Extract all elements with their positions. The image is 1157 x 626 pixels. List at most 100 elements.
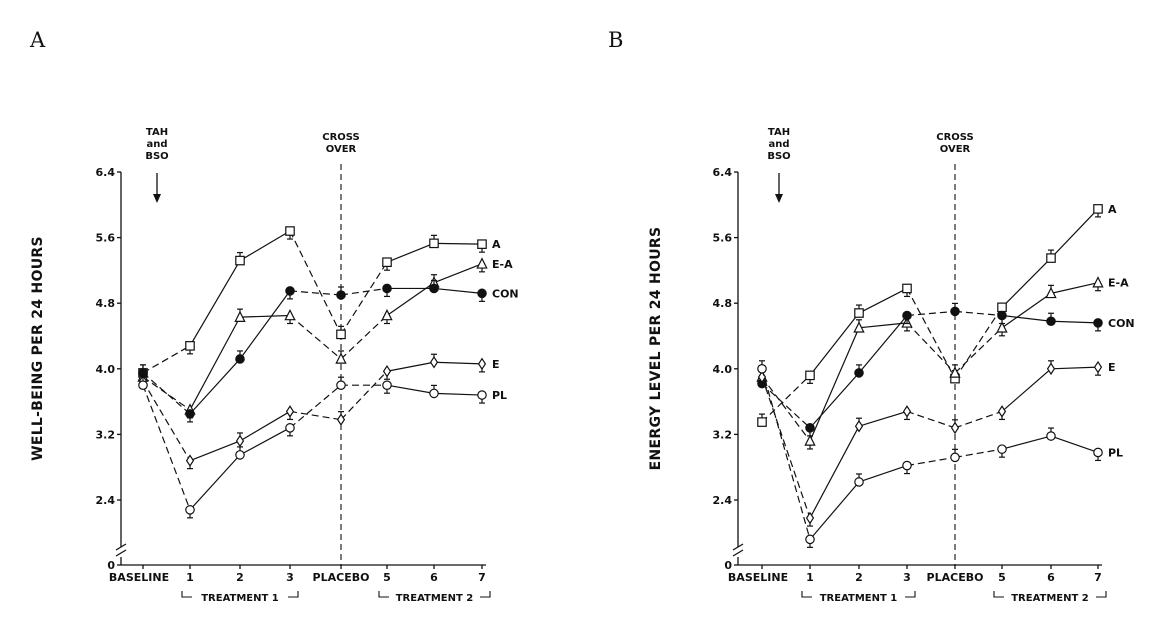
data-point — [335, 352, 347, 364]
surgery-annotation-line: BSO — [767, 151, 790, 162]
y-tick-label: 5.6 — [96, 232, 116, 245]
data-point — [381, 308, 393, 321]
data-point — [234, 310, 246, 322]
series-segment — [386, 361, 435, 372]
series-segment — [809, 481, 860, 540]
panel-letter: A — [29, 28, 46, 52]
data-point — [1046, 316, 1056, 327]
y-tick-label: 4.8 — [96, 297, 116, 310]
treatment2-label: TREATMENT 2 — [1011, 593, 1089, 604]
y-tick-label: 0 — [724, 559, 732, 572]
y-axis-label: ENERGY LEVEL PER 24 HOURS — [648, 227, 664, 471]
data-point — [1093, 447, 1103, 458]
data-point — [757, 363, 767, 374]
panel-letter: B — [608, 28, 623, 52]
surgery-annotation-line: BSO — [145, 151, 168, 162]
data-point — [950, 306, 960, 317]
x-tick-label: BASELINE — [728, 571, 788, 584]
series-segment — [433, 361, 483, 365]
data-point — [285, 286, 295, 296]
x-tick-label: 1 — [186, 571, 194, 584]
data-point — [336, 329, 346, 340]
data-point — [382, 283, 392, 294]
x-tick-label: PLACEBO — [927, 571, 984, 584]
series-label: PL — [492, 389, 507, 402]
x-tick-label: 2 — [855, 571, 863, 584]
data-point — [477, 239, 487, 249]
series-segment — [954, 310, 1003, 317]
data-point — [235, 255, 245, 266]
y-tick-label: 4.8 — [713, 297, 733, 310]
series-con: CON — [138, 279, 519, 423]
data-point — [805, 423, 815, 433]
crossover-annotation-line: OVER — [940, 144, 971, 155]
data-point — [757, 417, 767, 427]
data-point — [854, 419, 864, 433]
series-segment — [906, 288, 956, 379]
data-point — [382, 380, 392, 390]
series-segment — [386, 282, 435, 316]
series-segment — [239, 314, 291, 318]
y-tick-label: 5.6 — [713, 232, 733, 245]
surgery-annotation-line: and — [146, 139, 167, 150]
data-point — [235, 434, 245, 448]
data-point — [805, 370, 815, 381]
data-point — [1093, 204, 1103, 214]
axis-break-mark — [732, 543, 744, 551]
data-point — [804, 434, 816, 446]
surgery-annotation-line: TAH — [146, 127, 168, 138]
series-a: A — [138, 226, 501, 378]
axis-break-mark — [115, 549, 127, 557]
data-point — [805, 534, 815, 545]
series-label: A — [1108, 203, 1117, 216]
series-segment — [189, 316, 241, 411]
series-segment — [858, 315, 908, 374]
series-segment — [340, 287, 388, 296]
series-e: E — [757, 360, 1116, 527]
data-point — [854, 477, 864, 487]
series-segment — [289, 315, 342, 360]
y-tick-label: 6.4 — [96, 166, 116, 179]
data-point — [1093, 318, 1103, 328]
data-point — [1046, 431, 1056, 441]
data-point — [1092, 276, 1104, 288]
x-tick-label: 3 — [903, 571, 911, 584]
series-label: A — [492, 238, 501, 251]
data-point — [902, 310, 912, 321]
series-segment — [189, 260, 241, 347]
y-tick-label: 3.2 — [96, 428, 116, 441]
data-point — [805, 511, 815, 525]
treatment2-bracket-right — [480, 591, 491, 598]
treatment2-bracket-left — [378, 591, 389, 598]
series-segment — [1050, 366, 1099, 370]
y-tick-label: 4.0 — [713, 363, 733, 376]
data-point — [477, 357, 487, 371]
crossover-annotation-line: CROSS — [322, 132, 360, 143]
series-segment — [954, 327, 1003, 374]
data-point — [138, 380, 148, 390]
data-point — [997, 302, 1007, 313]
x-tick-label: PLACEBO — [313, 571, 370, 584]
crossover-annotation-line: OVER — [326, 144, 357, 155]
series-segment — [289, 230, 342, 335]
series-segment — [809, 372, 860, 429]
series-segment — [386, 242, 435, 263]
series-segment — [289, 290, 342, 296]
x-tick-label: 5 — [383, 571, 391, 584]
data-point — [1045, 286, 1057, 299]
data-point — [382, 364, 392, 378]
series-segment — [142, 345, 191, 374]
series-e-a: E-A — [756, 276, 1129, 450]
series-segment — [289, 410, 342, 421]
treatment1-bracket-right — [905, 591, 916, 598]
series-segment — [858, 410, 908, 427]
series-segment — [340, 370, 388, 421]
data-point — [996, 321, 1008, 333]
series-segment — [189, 440, 241, 462]
series-segment — [340, 315, 388, 360]
data-point — [429, 238, 439, 249]
data-point — [1046, 253, 1056, 263]
series-segment — [189, 358, 241, 415]
